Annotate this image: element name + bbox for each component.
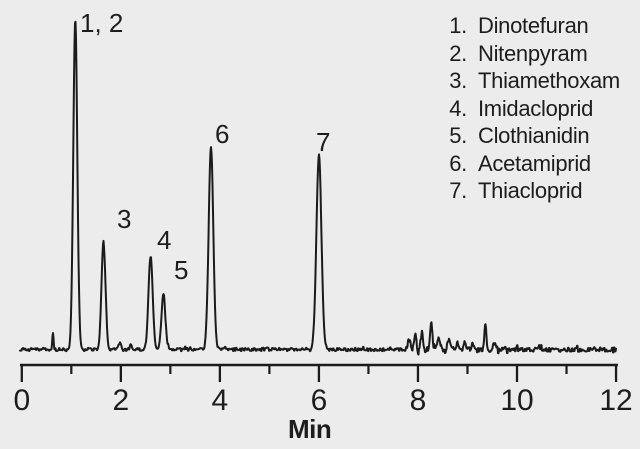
legend-item-number: 4. [449, 95, 467, 121]
x-tick-label: 6 [311, 384, 328, 417]
x-tick-label: 4 [212, 384, 229, 417]
legend-item-name: Dinotefuran [478, 13, 589, 38]
chromatogram-trace [19, 20, 617, 356]
legend-item-number: 1. [449, 13, 467, 38]
legend-item-name: Thiacloprid [478, 178, 583, 203]
legend-item: 2. Nitenpyram [444, 40, 620, 68]
peak-label: 1, 2 [80, 8, 123, 38]
x-tick-label: 12 [599, 384, 632, 417]
legend-item: 5. Clothianidin [444, 122, 620, 150]
legend-item: 6. Acetamiprid [444, 150, 620, 178]
legend-item-name: Imidacloprid [478, 95, 594, 121]
legend-item: 7. Thiacloprid [444, 177, 620, 205]
legend-item: 3. Thiamethoxam [444, 67, 620, 95]
legend-item-number: 7. [449, 178, 467, 203]
legend-item-name: Nitenpyram [478, 40, 588, 66]
peak-label: 7 [316, 127, 330, 157]
peak-label: 3 [117, 204, 131, 234]
legend-item-name: Clothianidin [478, 123, 590, 148]
legend-item-number: 5. [449, 123, 467, 148]
peak-legend: 1. Dinotefuran 2. Nitenpyram 3. Thiamethoxam 4… [444, 12, 620, 205]
x-axis-title: Min [288, 414, 332, 444]
x-tick-label: 8 [410, 384, 427, 417]
legend-item: 1. Dinotefuran [444, 12, 620, 40]
legend-item-number: 3. [449, 68, 467, 93]
peak-label: 5 [174, 255, 188, 285]
x-tick-label: 2 [112, 384, 129, 417]
x-tick-label: 0 [13, 384, 30, 417]
x-tick-label: 10 [500, 384, 533, 417]
legend-item-number: 2. [449, 40, 467, 66]
peak-label: 4 [157, 225, 171, 255]
legend-item-name: Thiamethoxam [478, 68, 620, 93]
peak-label: 6 [215, 119, 229, 149]
legend-item-name: Acetamiprid [478, 150, 591, 176]
legend-item-number: 6. [449, 150, 467, 176]
legend-item: 4. Imidacloprid [444, 95, 620, 123]
